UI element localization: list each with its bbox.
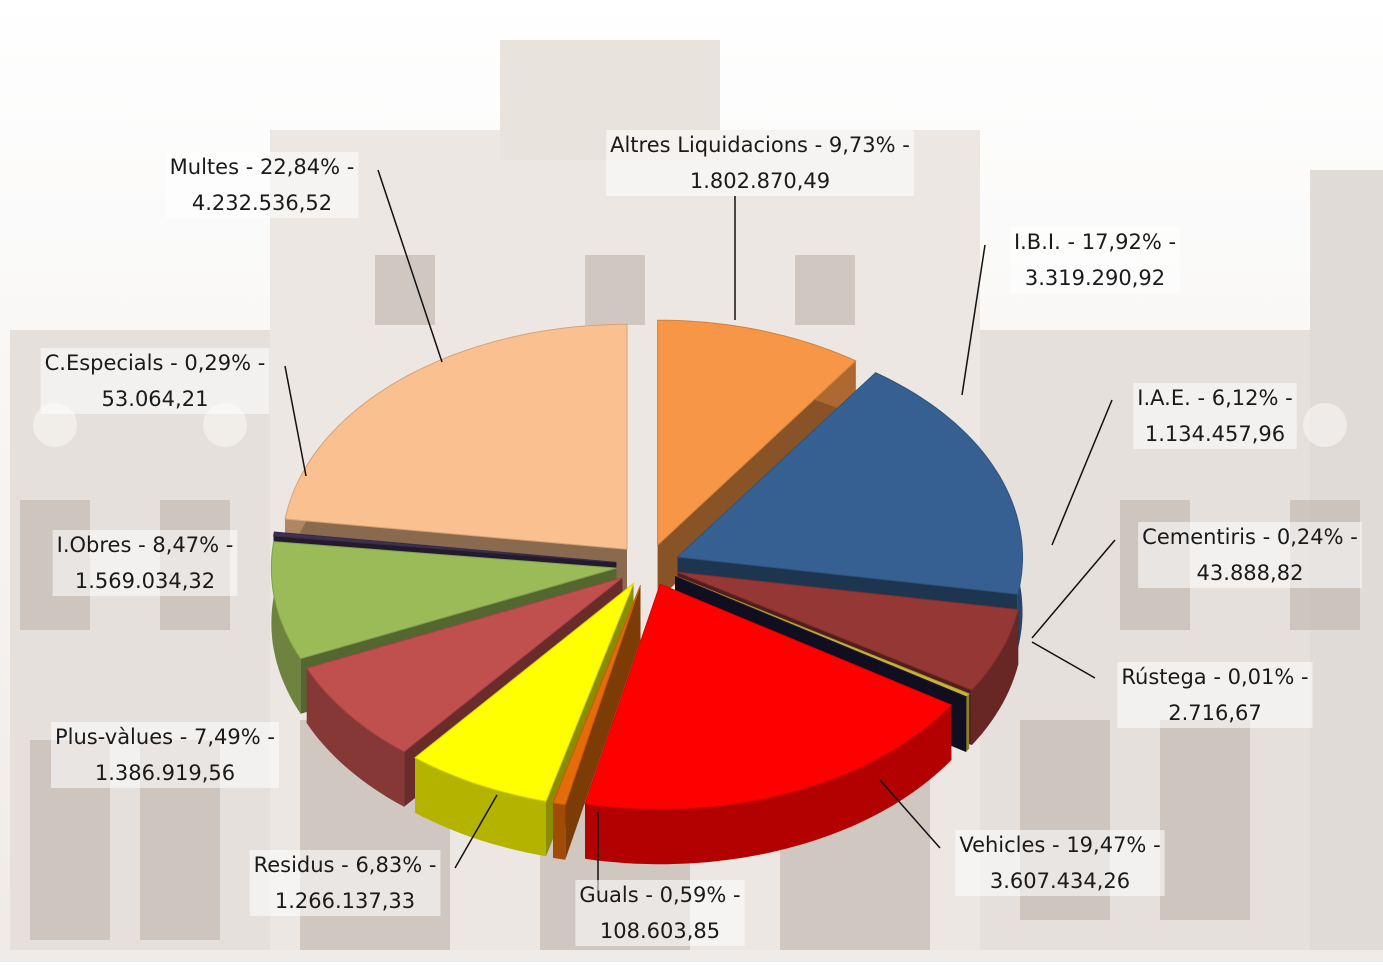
label-separator: -: [335, 853, 356, 877]
label-percent: 6,12%: [1212, 386, 1279, 410]
label-separator: -: [1207, 665, 1228, 689]
label-percent: 0,59%: [660, 883, 727, 907]
label-category: Rústega: [1121, 665, 1206, 689]
label-separator: -: [340, 155, 354, 179]
data-label: Rústega - 0,01% -: [1121, 665, 1308, 689]
label-category: Cementiris: [1142, 525, 1256, 549]
label-category: Residus: [254, 853, 335, 877]
label-category: Multes: [170, 155, 239, 179]
label-separator: -: [219, 533, 233, 557]
label-percent: 0,29%: [184, 351, 251, 375]
data-label: 1.386.919,56: [95, 761, 235, 785]
label-separator: -: [239, 155, 260, 179]
label-percent: 17,92%: [1082, 230, 1162, 254]
slice-side: [966, 694, 969, 752]
label-separator: -: [1344, 525, 1358, 549]
label-separator: -: [1256, 525, 1277, 549]
data-label: 1.134.457,96: [1145, 422, 1285, 446]
label-category: I.Obres: [57, 533, 132, 557]
label-separator: -: [1146, 833, 1160, 857]
label-category: Guals: [579, 883, 638, 907]
label-separator: -: [1162, 230, 1176, 254]
label-percent: 0,01%: [1228, 665, 1295, 689]
label-percent: 9,73%: [829, 133, 896, 157]
data-label: Guals - 0,59% -: [579, 883, 740, 907]
label-category: I.B.I.: [1014, 230, 1061, 254]
label-percent: 7,49%: [194, 725, 261, 749]
label-separator: -: [131, 533, 152, 557]
data-label: C.Especials - 0,29% -: [45, 351, 266, 375]
label-percent: 22,84%: [260, 155, 340, 179]
label-separator: -: [1278, 386, 1292, 410]
label-category: I.A.E.: [1137, 386, 1190, 410]
label-separator: -: [726, 883, 740, 907]
label-separator: -: [808, 133, 829, 157]
label-separator: -: [163, 351, 184, 375]
label-separator: -: [1045, 833, 1066, 857]
data-label: Residus - 6,83% -: [254, 853, 437, 877]
label-separator: -: [639, 883, 660, 907]
label-separator: -: [261, 725, 275, 749]
data-label: I.Obres - 8,47% -: [57, 533, 234, 557]
label-separator: -: [422, 853, 436, 877]
data-label: Vehicles - 19,47% -: [959, 833, 1160, 857]
data-label: 43.888,82: [1197, 561, 1304, 585]
data-label: 53.064,21: [102, 387, 209, 411]
label-category: Altres Liquidacions: [610, 133, 808, 157]
label-percent: 8,47%: [152, 533, 219, 557]
data-label: Multes - 22,84% -: [170, 155, 355, 179]
label-category: Plus-vàlues: [55, 725, 173, 749]
label-percent: 0,24%: [1277, 525, 1344, 549]
label-category: Vehicles: [959, 833, 1045, 857]
data-label: Cementiris - 0,24% -: [1142, 525, 1358, 549]
data-label: Altres Liquidacions - 9,73% -: [610, 133, 910, 157]
slice-side: [553, 803, 565, 860]
label-separator: -: [173, 725, 194, 749]
label-percent: 6,83%: [355, 853, 422, 877]
data-label: 1.802.870,49: [690, 169, 830, 193]
label-separator: -: [1061, 230, 1082, 254]
label-percent: 19,47%: [1066, 833, 1146, 857]
data-label: 3.607.434,26: [990, 869, 1130, 893]
data-label: 2.716,67: [1168, 701, 1262, 725]
label-separator: -: [1191, 386, 1212, 410]
data-label: 108.603,85: [600, 919, 720, 943]
label-separator: -: [1294, 665, 1308, 689]
data-label: 3.319.290,92: [1025, 266, 1165, 290]
data-label: 4.232.536,52: [192, 191, 332, 215]
label-category: C.Especials: [45, 351, 164, 375]
label-separator: -: [251, 351, 265, 375]
data-label: 1.266.137,33: [275, 889, 415, 913]
label-separator: -: [896, 133, 910, 157]
data-label: I.A.E. - 6,12% -: [1137, 386, 1292, 410]
data-label: Plus-vàlues - 7,49% -: [55, 725, 275, 749]
data-label: 1.569.034,32: [75, 569, 215, 593]
data-label: I.B.I. - 17,92% -: [1014, 230, 1176, 254]
